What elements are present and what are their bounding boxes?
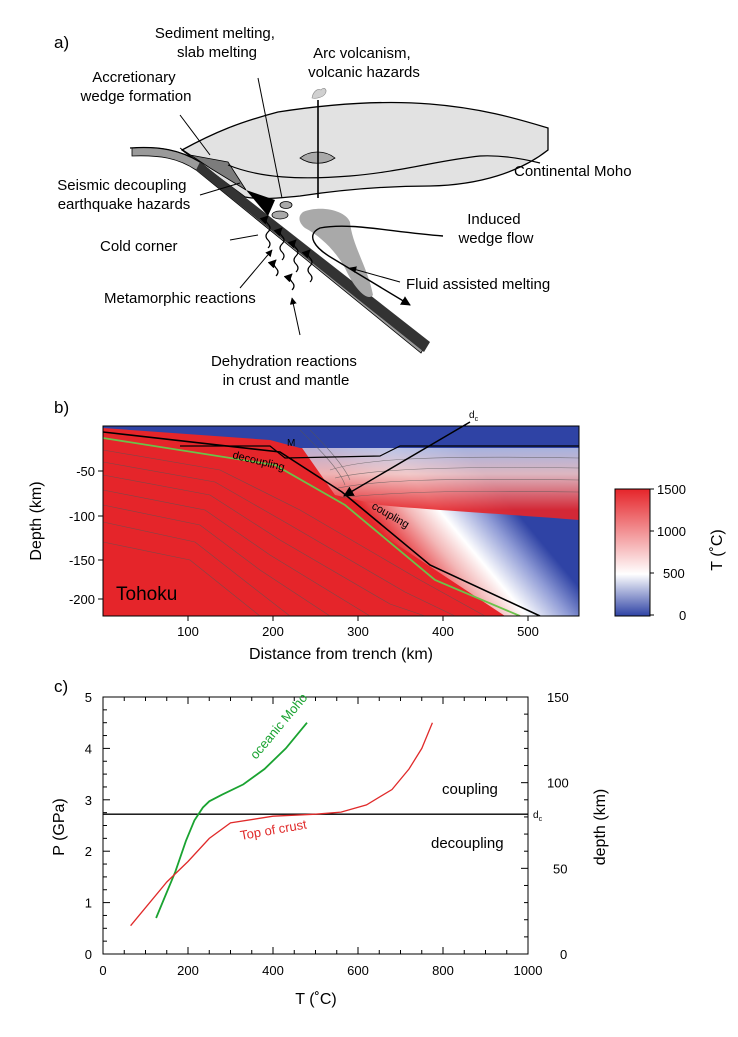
svg-text:200: 200 <box>262 624 284 639</box>
diapir-small-2 <box>279 201 293 209</box>
x-tick-label: 0 <box>99 963 106 978</box>
oceanic-moho-line <box>103 437 521 616</box>
volcanic-plume-icon <box>311 88 327 99</box>
svg-text:400: 400 <box>432 624 454 639</box>
series-label-oceanic-moho: oceanic Moho <box>247 690 311 762</box>
subduction-schematic <box>129 88 549 354</box>
thermal-model-field <box>103 426 579 616</box>
panel-c-ylabel: P (GPa) <box>51 798 68 856</box>
label-sediment-melting: Sediment melting, slab melting <box>155 25 279 61</box>
y2-tick-label: 0 <box>560 947 567 962</box>
y-tick-label: 5 <box>85 690 92 705</box>
colorbar-tick-1500: 1500 <box>657 482 686 497</box>
y2-tick-label: 50 <box>553 861 567 876</box>
leader-lines <box>179 77 401 336</box>
series-line-top-of-crust <box>130 722 434 927</box>
label-induced-flow: Induced wedge flow <box>457 211 533 247</box>
x-tick-label: 1000 <box>514 963 543 978</box>
panel-b-x-ticks: 100 200 300 400 500 <box>177 624 539 639</box>
panel-b-x-axis <box>187 616 529 621</box>
x-tick-label: 600 <box>347 963 369 978</box>
isotherms <box>103 429 579 616</box>
slab-top-boundary <box>103 431 541 616</box>
svg-text:-100: -100 <box>69 509 95 524</box>
decoupling-region-label: decoupling <box>431 835 504 852</box>
x-tick-label: 800 <box>432 963 454 978</box>
panel-a-letter: a) <box>54 33 69 52</box>
slab-body <box>196 162 430 352</box>
y-tick-label: 4 <box>85 741 92 756</box>
colorbar-tick-500: 500 <box>663 566 685 581</box>
label-cold-corner: Cold corner <box>100 238 178 255</box>
y2-tick-label: 150 <box>547 690 569 705</box>
label-dehydration: Dehydration reactions in crust and mantl… <box>211 353 361 389</box>
svg-text:500: 500 <box>517 624 539 639</box>
panel-c-tick-marks <box>102 696 529 955</box>
label-metamorphic: Metamorphic reactions <box>104 290 256 307</box>
y-tick-label: 1 <box>85 896 92 911</box>
panel-c-y2-ticks: 0 50 100 150 <box>547 690 569 962</box>
colorbar-tick-0: 0 <box>679 608 686 623</box>
wedge-flow-arrow <box>312 225 444 306</box>
panel-b-frame <box>102 425 580 617</box>
panel-a: a) <box>54 25 632 389</box>
label-fluid-melting: Fluid assisted melting <box>406 276 550 293</box>
panel-c-x-ticks: 0 200 400 600 800 1000 <box>99 963 542 978</box>
colorbar-label: T (˚C) <box>709 529 726 570</box>
panel-c-y2label: depth (km) <box>592 789 609 865</box>
accretionary-wedge <box>179 147 247 191</box>
svg-text:-150: -150 <box>69 553 95 568</box>
dc-arrow <box>343 421 471 497</box>
label-arc-volcanism: Arc volcanism, volcanic hazards <box>308 45 420 81</box>
panel-c-frame <box>102 696 529 955</box>
colorbar: 1500 1000 500 0 T (˚C) <box>614 482 726 623</box>
panel-c-letter: c) <box>54 677 68 696</box>
y2-tick-label: 100 <box>547 776 569 791</box>
svg-text:100: 100 <box>177 624 199 639</box>
panel-b-y-axis <box>98 470 103 600</box>
continent-shape <box>180 101 549 200</box>
cold-corner <box>246 190 275 216</box>
svg-text:-50: -50 <box>76 464 95 479</box>
location-label: Tohoku <box>116 584 177 605</box>
coupling-region-label: coupling <box>442 781 498 798</box>
label-continental-moho: Continental Moho <box>514 163 632 180</box>
continental-moho-line <box>227 155 541 179</box>
colorbar-tick-1000: 1000 <box>657 524 686 539</box>
panel-c: c) 0 200 400 600 800 1000 0 1 2 3 4 5 0 … <box>51 677 609 1008</box>
svg-text:300: 300 <box>347 624 369 639</box>
panel-c-xlabel: T (˚C) <box>295 991 336 1008</box>
panel-b-xlabel: Distance from trench (km) <box>249 646 433 663</box>
dehydration-wiggles <box>259 215 313 291</box>
label-accretionary-wedge: Accretionary wedge formation <box>80 69 192 105</box>
y-tick-label: 2 <box>85 844 92 859</box>
x-tick-label: 200 <box>177 963 199 978</box>
label-seismic-decoupling: Seismic decoupling earthquake hazards <box>57 177 190 213</box>
dc-label-b: dc <box>469 410 479 423</box>
cold-crust-top <box>103 426 579 448</box>
panel-c-y-ticks: 0 1 2 3 4 5 <box>85 690 92 962</box>
svg-text:-200: -200 <box>69 592 95 607</box>
y-tick-label: 3 <box>85 793 92 808</box>
y-tick-label: 0 <box>85 947 92 962</box>
panel-b-y-ticks: -50 -100 -150 -200 <box>69 464 95 607</box>
mantle-wedge-thermal <box>300 445 579 520</box>
moho-label: M <box>287 438 295 449</box>
panel-b-ylabel: Depth (km) <box>28 481 45 560</box>
dc-label-c: dc <box>533 810 543 823</box>
diapir-small-1 <box>271 210 289 220</box>
panel-b: b) <box>28 398 726 663</box>
x-tick-label: 400 <box>262 963 284 978</box>
panel-b-letter: b) <box>54 398 69 417</box>
seafloor-line <box>129 146 201 163</box>
melt-region-upper <box>299 208 373 297</box>
